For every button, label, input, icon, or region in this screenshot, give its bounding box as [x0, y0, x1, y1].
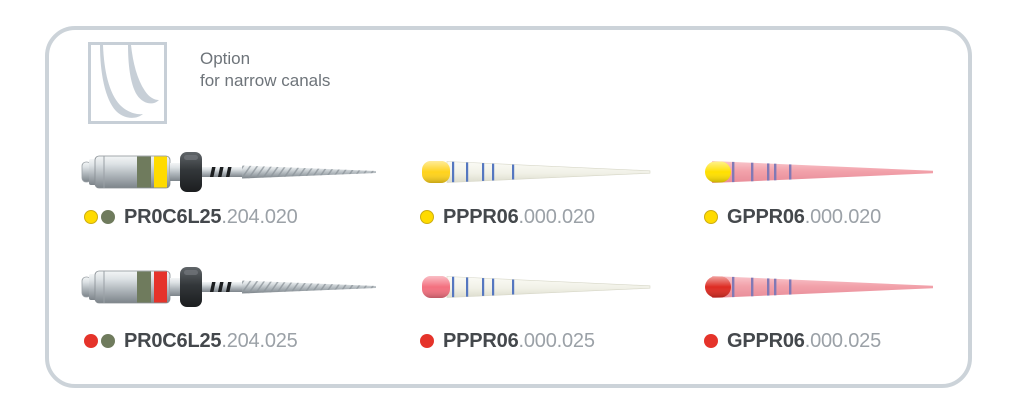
tooth-root-canals-icon — [88, 42, 167, 124]
product-code-light: .000.020 — [804, 205, 881, 228]
product-code: PPPR06.000.020 — [443, 206, 595, 229]
iso-size-dot-yellow — [704, 210, 718, 224]
product-code: PPPR06.000.025 — [443, 330, 595, 353]
iso-size-dot-yellow — [420, 210, 434, 224]
product-code-bold: PPPR06 — [443, 205, 519, 228]
product-code-bold: PR0C6L25 — [124, 329, 222, 352]
option-subtitle: for narrow canals — [200, 71, 331, 90]
product-label: GPPR06.000.025 — [704, 330, 881, 353]
gutta-percha-point-image — [704, 272, 934, 302]
product-label: PR0C6L25.204.025 — [84, 330, 298, 353]
product-code: PR0C6L25.204.020 — [124, 206, 298, 229]
product-code: GPPR06.000.020 — [727, 206, 881, 229]
product-code-light: .000.020 — [518, 205, 595, 228]
product-code-bold: PPPR06 — [443, 329, 519, 352]
iso-size-dot-red — [704, 334, 718, 348]
product-code-light: .204.025 — [221, 329, 298, 352]
product-code-bold: PR0C6L25 — [124, 205, 222, 228]
product-label: PR0C6L25.204.020 — [84, 206, 298, 229]
product-code-light: .000.025 — [518, 329, 595, 352]
product-code: PR0C6L25.204.025 — [124, 330, 298, 353]
taper-dot-olive — [101, 210, 115, 224]
option-caption: Option for narrow canals — [200, 48, 330, 92]
paper-point-image — [421, 273, 651, 301]
rotary-file-image — [80, 263, 380, 311]
product-label: PPPR06.000.020 — [420, 206, 595, 229]
iso-size-dot-yellow — [84, 210, 98, 224]
product-code-bold: GPPR06 — [727, 205, 805, 228]
product-code-light: .204.020 — [221, 205, 298, 228]
product-code-light: .000.025 — [804, 329, 881, 352]
taper-dot-olive — [101, 334, 115, 348]
option-title: Option — [200, 49, 251, 68]
product-label: GPPR06.000.020 — [704, 206, 881, 229]
product-code-bold: GPPR06 — [727, 329, 805, 352]
iso-size-dot-red — [420, 334, 434, 348]
paper-point-image — [421, 158, 651, 186]
rotary-file-image — [80, 148, 380, 196]
option-panel — [45, 26, 972, 388]
iso-size-dot-red — [84, 334, 98, 348]
product-code: GPPR06.000.025 — [727, 330, 881, 353]
product-label: PPPR06.000.025 — [420, 330, 595, 353]
gutta-percha-point-image — [704, 157, 934, 187]
